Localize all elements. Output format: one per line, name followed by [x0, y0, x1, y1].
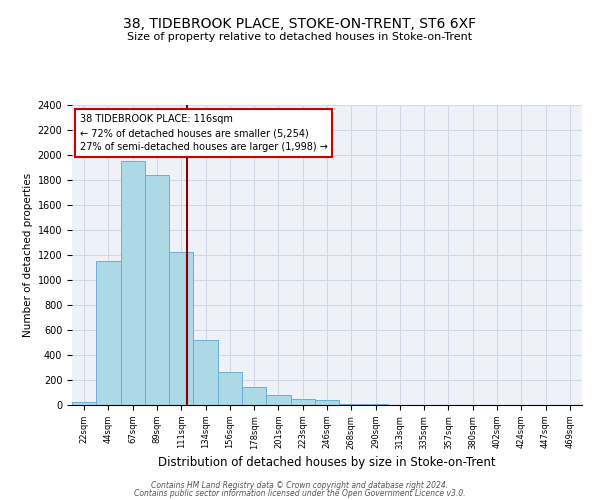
Y-axis label: Number of detached properties: Number of detached properties: [23, 173, 34, 337]
Bar: [72, 402, 96, 405]
Text: Contains public sector information licensed under the Open Government Licence v3: Contains public sector information licen…: [134, 488, 466, 498]
Bar: [193, 340, 218, 405]
Text: 38 TIDEBROOK PLACE: 116sqm
← 72% of detached houses are smaller (5,254)
27% of s: 38 TIDEBROOK PLACE: 116sqm ← 72% of deta…: [80, 114, 328, 152]
X-axis label: Distribution of detached houses by size in Stoke-on-Trent: Distribution of detached houses by size …: [158, 456, 496, 468]
Bar: [339, 404, 364, 405]
Bar: [169, 252, 193, 405]
Text: Contains HM Land Registry data © Crown copyright and database right 2024.: Contains HM Land Registry data © Crown c…: [151, 481, 449, 490]
Bar: [290, 399, 315, 405]
Bar: [121, 161, 145, 405]
Bar: [145, 175, 169, 405]
Bar: [218, 372, 242, 405]
Bar: [364, 404, 388, 405]
Text: Size of property relative to detached houses in Stoke-on-Trent: Size of property relative to detached ho…: [127, 32, 473, 42]
Bar: [96, 260, 121, 405]
Bar: [315, 400, 339, 405]
Bar: [266, 395, 290, 405]
Text: 38, TIDEBROOK PLACE, STOKE-ON-TRENT, ST6 6XF: 38, TIDEBROOK PLACE, STOKE-ON-TRENT, ST6…: [124, 18, 476, 32]
Bar: [242, 386, 266, 405]
